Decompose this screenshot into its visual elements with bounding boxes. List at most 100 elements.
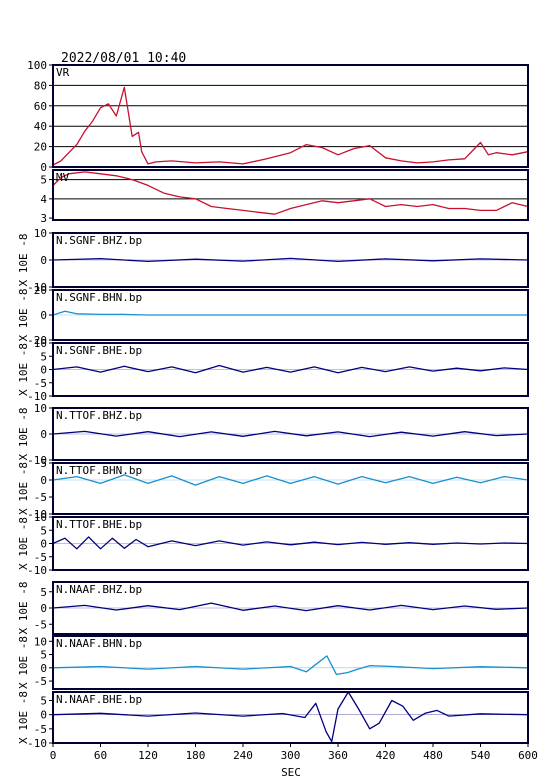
y-axis-label: X 10E -8: [17, 517, 30, 570]
x-tick-label: 540: [471, 749, 491, 762]
y-tick-label: 5: [40, 350, 47, 363]
series-line: [52, 171, 529, 215]
y-tick-label: -5: [34, 618, 47, 631]
x-tick-label: 60: [94, 749, 107, 762]
chart-datetime: 2022/08/01 10:40: [61, 51, 186, 66]
series-line: [52, 536, 529, 550]
panel-n-naaf-bhz-bp: -5 0 5 N.NAAF.BHZ.bp X 10E -8: [17, 581, 529, 635]
y-tick-label: 0: [40, 428, 47, 441]
y-tick-label: 5: [40, 695, 47, 708]
series-line: [52, 310, 528, 316]
y-tick-label: 0: [40, 474, 47, 487]
y-tick-label: -5: [34, 723, 47, 736]
x-tick-label: 420: [376, 749, 396, 762]
panel-frame: [52, 169, 529, 221]
panel-mv: 3 4 5 MV: [40, 169, 529, 225]
y-tick-label: -10: [27, 508, 47, 521]
panel-n-ttof-bhz-bp: -10 0 10 N.TTOF.BHZ.bp X 10E -8: [17, 402, 529, 467]
panel-frame: [52, 635, 529, 690]
y-tick-label: 0: [40, 709, 47, 722]
y-tick-label: 0: [40, 538, 47, 551]
panel-label: N.NAAF.BHN.bp: [56, 637, 142, 650]
series-line: [52, 655, 529, 676]
y-tick-label: 4: [40, 193, 47, 206]
y-tick-label: -5: [34, 675, 47, 688]
y-axis-label: X 10E -8: [17, 582, 30, 635]
y-tick-label: 5: [40, 457, 47, 470]
y-tick-label: 5: [40, 649, 47, 662]
series-line: [52, 430, 529, 438]
series-line: [52, 474, 529, 486]
panel-frame: [52, 462, 529, 515]
y-tick-label: 5: [40, 524, 47, 537]
y-tick-label: 0: [40, 364, 47, 377]
y-tick-label: -20: [27, 334, 47, 347]
y-tick-label: -10: [27, 281, 47, 294]
panel-label: N.NAAF.BHE.bp: [56, 693, 142, 706]
series-line: [52, 364, 529, 374]
x-tick-label: 300: [281, 749, 301, 762]
y-axis-label: X 10E -8: [17, 343, 30, 396]
panel-label: N.SGNF.BHE.bp: [56, 344, 142, 357]
x-tick-label: 0: [50, 749, 57, 762]
panel-n-sgnf-bhn-bp: -20 0 20 N.SGNF.BHN.bp X 10E -8: [17, 284, 529, 347]
panel-label: VR: [56, 66, 70, 79]
y-tick-label: 100: [27, 59, 47, 72]
y-tick-label: 80: [34, 79, 47, 92]
y-tick-label: -10: [27, 454, 47, 467]
x-tick-label: 240: [233, 749, 253, 762]
y-tick-label: -10: [27, 737, 47, 750]
y-axis-label: X 10E -8: [17, 289, 30, 342]
x-tick-label: 120: [138, 749, 158, 762]
panel-label: N.NAAF.BHZ.bp: [56, 583, 142, 596]
panel-label: N.TTOF.BHE.bp: [56, 518, 142, 531]
x-axis-label: SEC: [281, 766, 301, 779]
y-tick-label: 10: [34, 511, 47, 524]
y-tick-label: 10: [34, 337, 47, 350]
y-tick-label: -5: [34, 377, 47, 390]
x-tick-label: 180: [186, 749, 206, 762]
y-tick-label: 10: [34, 227, 47, 240]
y-axis-label: X 10E -8: [17, 636, 30, 689]
y-axis-label: X 10E -8: [17, 462, 30, 515]
panel-label: N.SGNF.BHZ.bp: [56, 234, 142, 247]
y-tick-label: 5: [40, 586, 47, 599]
y-axis-label: X 10E -8: [17, 408, 30, 461]
y-tick-label: 5: [40, 174, 47, 187]
y-axis-label: X 10E -8: [17, 691, 30, 744]
y-tick-label: -10: [27, 390, 47, 403]
series-line: [52, 257, 529, 263]
series-line: [52, 602, 529, 612]
y-tick-label: 0: [40, 662, 47, 675]
y-tick-label: 20: [34, 141, 47, 154]
panel-label: N.TTOF.BHN.bp: [56, 464, 142, 477]
y-tick-label: 0: [40, 309, 47, 322]
y-tick-label: 0: [40, 161, 47, 174]
y-tick-label: 3: [40, 212, 47, 225]
x-tick-label: 360: [328, 749, 348, 762]
panel-n-sgnf-bhz-bp: -10 0 10 N.SGNF.BHZ.bp X 10E -8: [17, 227, 529, 294]
y-tick-label: 10: [34, 402, 47, 415]
panel-label: N.TTOF.BHZ.bp: [56, 409, 142, 422]
y-tick-label: 60: [34, 100, 47, 113]
x-tick-label: 600: [518, 749, 538, 762]
panel-n-ttof-bhn-bp: -10 -5 0 5 N.TTOF.BHN.bp X 10E -8: [17, 457, 529, 521]
y-tick-label: 0: [40, 254, 47, 267]
y-axis-label: X 10E -8: [17, 234, 30, 287]
panel-label: MV: [56, 171, 70, 184]
panel-frame: [52, 64, 529, 168]
panel-vr: 0 20 40 60 80 100 VR: [27, 59, 529, 174]
y-tick-label: 40: [34, 120, 47, 133]
y-tick-label: -5: [34, 551, 47, 564]
series-line: [52, 86, 529, 166]
y-tick-label: 20: [34, 284, 47, 297]
panel-n-naaf-bhe-bp: -10-505 N.NAAF.BHE.bp X 10E -8: [17, 691, 529, 750]
y-tick-label: 10: [34, 635, 47, 648]
y-tick-label: 0: [40, 602, 47, 615]
y-tick-label: -5: [34, 491, 47, 504]
